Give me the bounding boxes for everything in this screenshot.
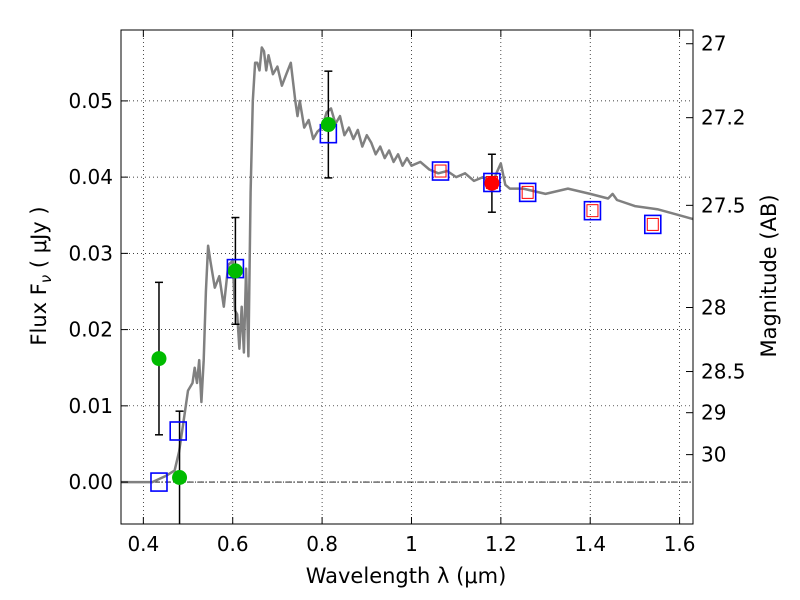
model-band-marker <box>150 472 168 492</box>
model-band-inner-marker <box>646 217 659 231</box>
mag-tick-label: 29 <box>701 401 726 425</box>
observed-point <box>484 175 500 191</box>
observed-point <box>151 351 167 367</box>
observed-point <box>227 263 243 279</box>
x-tick-label: 1 <box>405 532 418 556</box>
x-axis-label: Wavelength λ (μm) <box>306 564 507 588</box>
mag-tick-label: 27.2 <box>701 106 746 130</box>
y2-axis-label: Magnitude (AB) <box>757 194 781 357</box>
mag-tick-label: 28 <box>701 295 726 319</box>
y-axis-label: Flux Fν ( μJy ) <box>27 206 55 345</box>
x-tick-label: 0.6 <box>217 532 249 556</box>
x-tick-label: 0.8 <box>306 532 338 556</box>
model-band-marker <box>643 214 662 235</box>
model-band-marker <box>518 182 537 203</box>
y-tick-label: 0.00 <box>68 470 113 494</box>
x-tick-label: 1.4 <box>574 532 606 556</box>
x-tick-label: 1.6 <box>664 532 696 556</box>
model-band-marker <box>431 161 450 181</box>
observed-point <box>172 469 188 485</box>
y-tick-label: 0.01 <box>68 394 113 418</box>
y-tick-label: 0.04 <box>68 165 113 189</box>
data-markers <box>150 117 662 492</box>
model-band-marker <box>169 421 187 441</box>
y-tick-label: 0.03 <box>68 241 113 265</box>
model-spectrum-line <box>121 46 694 484</box>
model-band-marker <box>583 200 602 221</box>
mag-tick-label: 28.5 <box>701 360 746 384</box>
model-band-inner-marker <box>586 204 599 218</box>
y-tick-label: 0.02 <box>68 318 113 342</box>
observed-point <box>320 117 336 133</box>
model-band-marker <box>483 172 501 193</box>
x-tick-label: 0.4 <box>127 532 159 556</box>
y-tick-label: 0.05 <box>68 89 113 113</box>
mag-tick-label: 27.5 <box>701 193 746 217</box>
axis-ticks: 0.4 0.6 0.8 1 1.2 1.4 1.6 0.00 0.01 0.02 0.03 0.04 0… <box>68 30 746 556</box>
plot-frame <box>120 29 694 525</box>
model-band-inner-marker <box>434 164 447 178</box>
x-tick-label: 1.2 <box>485 532 517 556</box>
mag-tick-label: 30 <box>701 443 726 467</box>
model-band-inner-marker <box>521 185 534 199</box>
model-spectrum-layer <box>121 46 694 484</box>
mag-tick-label: 27 <box>701 32 726 56</box>
